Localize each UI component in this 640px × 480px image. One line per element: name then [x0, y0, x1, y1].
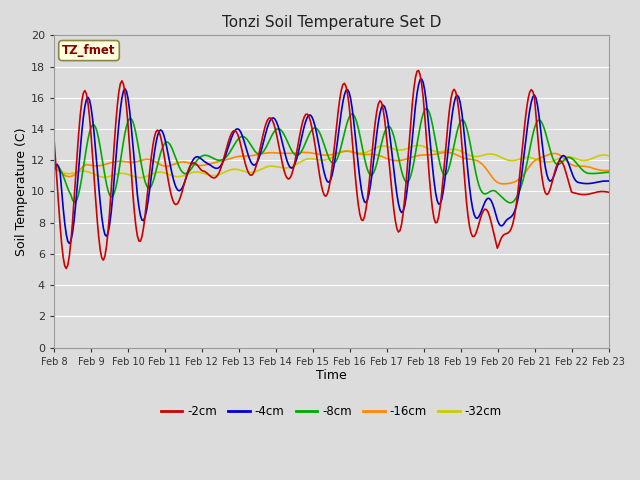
-4cm [236, 127, 243, 133]
-2cm [236, 136, 243, 142]
-16cm [577, 163, 584, 169]
-2cm [577, 192, 584, 197]
-16cm [292, 150, 300, 156]
Line: -4cm: -4cm [54, 79, 609, 243]
-8cm [216, 157, 223, 163]
-32cm [294, 160, 302, 166]
-32cm [244, 169, 252, 175]
Title: Tonzi Soil Temperature Set D: Tonzi Soil Temperature Set D [221, 15, 441, 30]
-2cm [415, 68, 422, 73]
-16cm [234, 154, 242, 159]
-16cm [50, 164, 58, 170]
-8cm [292, 153, 300, 158]
-32cm [50, 165, 58, 171]
-4cm [65, 240, 73, 246]
-32cm [415, 143, 422, 148]
-8cm [577, 165, 584, 171]
-4cm [120, 88, 127, 94]
-8cm [506, 200, 513, 205]
Text: TZ_fmet: TZ_fmet [62, 44, 116, 57]
-32cm [577, 157, 584, 163]
Line: -8cm: -8cm [54, 108, 609, 203]
-4cm [577, 180, 584, 186]
-16cm [118, 158, 125, 164]
-2cm [605, 190, 612, 195]
-32cm [118, 170, 125, 176]
-4cm [50, 169, 58, 175]
-32cm [136, 175, 144, 180]
-8cm [422, 106, 430, 111]
-16cm [243, 153, 251, 159]
-2cm [217, 166, 225, 171]
-16cm [605, 168, 612, 174]
-2cm [120, 81, 127, 87]
-2cm [244, 170, 252, 176]
Y-axis label: Soil Temperature (C): Soil Temperature (C) [15, 127, 28, 256]
X-axis label: Time: Time [316, 370, 347, 383]
Legend: -2cm, -4cm, -8cm, -16cm, -32cm: -2cm, -4cm, -8cm, -16cm, -32cm [156, 400, 506, 423]
-4cm [244, 154, 252, 159]
-8cm [234, 137, 242, 143]
-4cm [217, 163, 225, 168]
-32cm [217, 171, 225, 177]
-2cm [63, 265, 70, 271]
-4cm [605, 178, 612, 184]
-4cm [294, 151, 302, 156]
Line: -32cm: -32cm [54, 145, 609, 178]
-8cm [50, 163, 58, 169]
-32cm [605, 153, 612, 158]
-16cm [342, 148, 350, 154]
Line: -16cm: -16cm [54, 151, 609, 184]
-2cm [294, 142, 302, 148]
-2cm [50, 135, 58, 141]
-8cm [605, 169, 612, 175]
Line: -2cm: -2cm [54, 71, 609, 268]
-16cm [500, 181, 508, 187]
-16cm [216, 159, 223, 165]
-4cm [418, 76, 426, 82]
-32cm [236, 167, 243, 173]
-8cm [243, 136, 251, 142]
-8cm [118, 149, 125, 155]
